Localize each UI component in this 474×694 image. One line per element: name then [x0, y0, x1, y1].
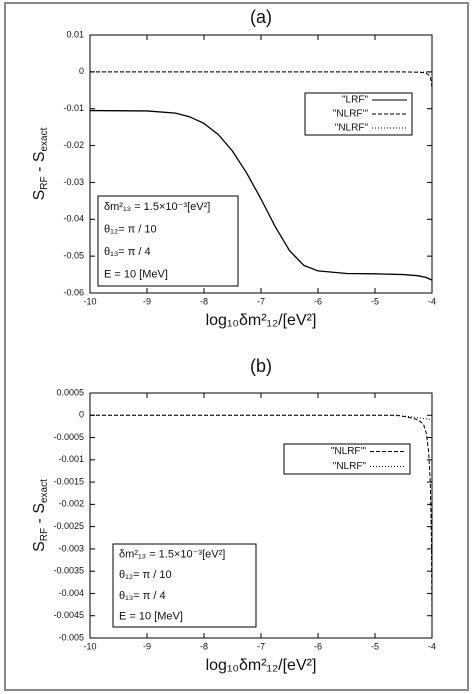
- y-tick-label: 0.0005: [56, 387, 84, 397]
- y-tick-label: -0.01: [63, 103, 84, 113]
- x-tick-label: -8: [200, 296, 208, 306]
- y-tick-label: -0.0025: [53, 521, 84, 531]
- x-axis-label: log₁₀δm²₁₂/[eV²]: [206, 312, 317, 329]
- annotation-box: [97, 195, 239, 287]
- y-tick-label: -0.005: [58, 632, 84, 642]
- legend-label: "LRF": [342, 95, 368, 106]
- y-axis-label-part: S: [31, 190, 48, 201]
- y-axis-label: SRF - Sexact: [31, 479, 49, 552]
- y-tick-label: -0.0045: [53, 610, 84, 620]
- chart-title: (a): [250, 7, 272, 27]
- y-tick-label: -0.002: [58, 499, 84, 509]
- y-tick-label: 0: [79, 66, 84, 76]
- y-axis-label-subscript: exact: [39, 479, 50, 503]
- series-line: [90, 414, 433, 421]
- y-axis-label-part: - S: [31, 152, 48, 177]
- chart-title: (b): [250, 356, 272, 376]
- y-tick-label: -0.003: [58, 543, 84, 553]
- y-axis-label-subscript: exact: [39, 127, 50, 151]
- x-tick-label: -7: [257, 641, 265, 651]
- annotation-line: E = 10 [MeV]: [104, 269, 168, 281]
- y-axis-label: SRF - Sexact: [31, 127, 49, 200]
- x-tick-label: -8: [200, 641, 208, 651]
- annotation-line: E = 10 [MeV]: [119, 611, 183, 623]
- y-tick-label: -0.001: [58, 454, 84, 464]
- x-tick-label: -10: [83, 641, 96, 651]
- x-tick-label: -6: [314, 296, 322, 306]
- y-axis-label-part: S: [31, 541, 48, 552]
- y-tick-label: -0.0015: [53, 476, 84, 486]
- annotation-line: θ₁₂= π / 10: [119, 569, 172, 581]
- x-tick-label: -4: [428, 641, 436, 651]
- x-tick-label: -6: [314, 641, 322, 651]
- y-tick-label: -0.004: [58, 588, 84, 598]
- y-tick-label: 0.01: [66, 29, 84, 39]
- annotation-line: θ₁₂= π / 10: [104, 224, 157, 236]
- legend-label: "NLRF": [335, 123, 369, 134]
- legend-label: "NLRF'": [331, 446, 367, 457]
- annotation-line: θ₁₃= π / 4: [104, 246, 151, 258]
- frame: [4, 2, 469, 691]
- series-line: [90, 71, 433, 89]
- legend-label: "NLRF'": [333, 109, 369, 120]
- x-tick-label: -9: [143, 296, 151, 306]
- x-tick-label: -5: [371, 296, 379, 306]
- y-axis-label-subscript: RF: [39, 528, 50, 541]
- y-tick-label: -0.06: [63, 287, 84, 297]
- y-tick-label: -0.0005: [53, 432, 84, 442]
- y-tick-label: -0.0035: [53, 566, 84, 576]
- series-line: [90, 414, 433, 616]
- legend-label: "NLRF": [333, 461, 367, 472]
- annotation-line: θ₁₃= π / 4: [119, 590, 166, 602]
- x-tick-label: -4: [428, 296, 436, 306]
- annotation-box: [112, 543, 257, 628]
- x-axis-label: log₁₀δm²₁₂/[eV²]: [206, 657, 317, 674]
- series-line: [89, 109, 433, 281]
- x-tick-label: -10: [83, 296, 96, 306]
- x-tick-label: -9: [143, 641, 151, 651]
- y-tick-label: -0.04: [63, 214, 84, 224]
- y-tick-label: -0.02: [63, 140, 84, 150]
- x-tick-label: -5: [371, 641, 379, 651]
- y-tick-label: 0: [79, 410, 84, 420]
- y-axis-label-part: - S: [31, 503, 48, 528]
- legend-box: [283, 443, 411, 475]
- annotation-line: δm²₁₃ = 1.5×10⁻³[eV²]: [119, 548, 225, 560]
- x-tick-label: -7: [257, 296, 265, 306]
- y-axis-label-subscript: RF: [39, 176, 50, 189]
- y-tick-label: -0.05: [63, 251, 84, 261]
- annotation-line: δm²₁₃ = 1.5×10⁻³[eV²]: [104, 201, 210, 213]
- y-tick-label: -0.03: [63, 177, 84, 187]
